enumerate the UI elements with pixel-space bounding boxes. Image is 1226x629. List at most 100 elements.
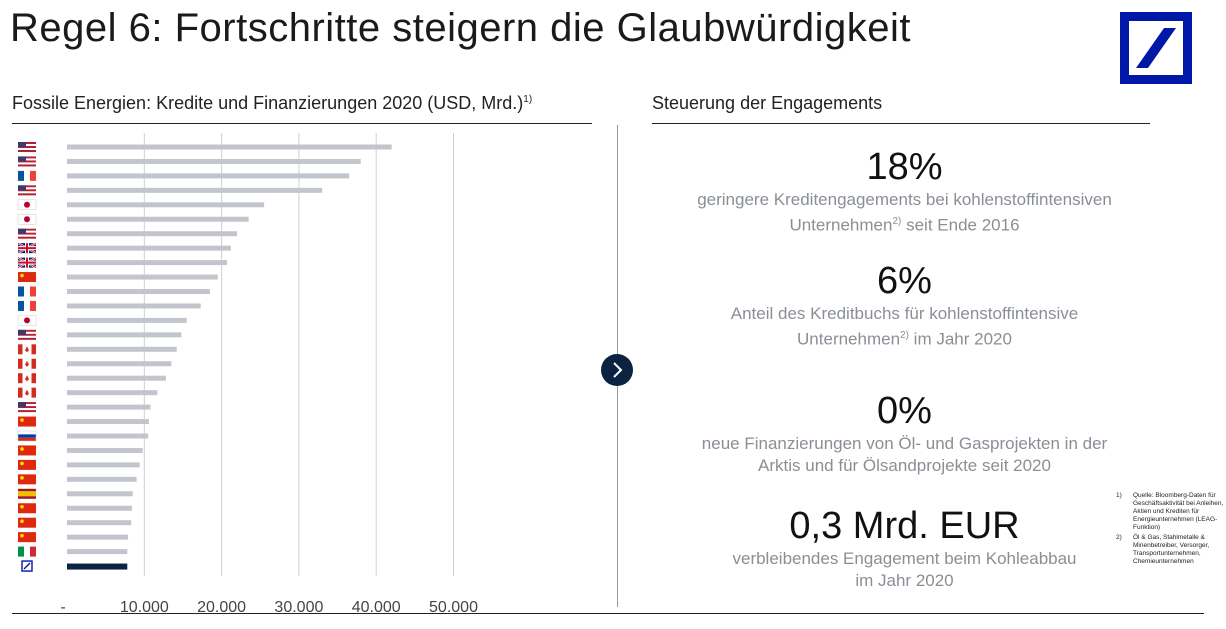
x-tick-label: - — [60, 599, 65, 615]
x-tick-label: 10.000 — [120, 599, 169, 615]
bar — [67, 158, 361, 164]
bar — [67, 245, 231, 251]
stat-desc-line1: geringere Kreditengagements bei kohlenst… — [697, 190, 1112, 209]
page-title: Regel 6: Fortschritte steigern die Glaub… — [10, 6, 911, 50]
x-tick-label: 20.000 — [197, 599, 246, 615]
stat-value: 0% — [877, 390, 932, 432]
stat-desc-line2-rest: seit Ende 2016 — [901, 215, 1020, 235]
bar — [67, 346, 177, 352]
stat-description: neue Finanzierungen von Öl- und Gasproje… — [652, 433, 1157, 477]
stat-desc-line2-rest: im Jahr 2020 — [908, 329, 1012, 349]
flag-ca-icon — [18, 387, 36, 398]
bar — [67, 260, 228, 266]
bar — [67, 549, 128, 555]
bar — [67, 144, 392, 150]
flag-cn-icon — [18, 445, 36, 456]
flag-fr-icon — [18, 170, 36, 181]
flag-us-icon — [18, 142, 36, 152]
stat-block-1: 18% geringere Kreditengagements bei kohl… — [652, 145, 1157, 237]
stat-description: verbleibendes Engagement beim Kohleabbau… — [652, 548, 1157, 592]
flag-cn-icon — [18, 503, 36, 514]
stat-desc-line2: Unternehmen — [797, 329, 901, 349]
chart-title-text: Fossile Energien: Kredite und Finanzieru… — [12, 93, 524, 113]
flag-cn-icon — [18, 517, 36, 528]
stat-description: Anteil des Kreditbuchs für kohlenstoffin… — [652, 303, 1157, 351]
bar — [67, 332, 182, 338]
bar — [67, 462, 140, 468]
stat-desc-line2: Unternehmen — [789, 215, 893, 235]
footnote-number: 1) — [1116, 492, 1122, 499]
bar — [67, 520, 132, 526]
footnotes: 1) Quelle: Bloomberg-Daten für Geschäfts… — [1116, 492, 1224, 568]
flag-us-icon — [18, 185, 36, 196]
flag-us-icon — [18, 228, 36, 239]
stat-description: geringere Kreditengagements bei kohlenst… — [652, 189, 1157, 237]
stat-desc-footnote: 2) — [892, 216, 902, 227]
stat-desc-line1: verbleibendes Engagement beim Kohleabbau — [732, 549, 1077, 568]
bar — [67, 317, 187, 323]
footnote-2: 2) Öl & Gas, Stahlmetalle & Minenbetreib… — [1116, 534, 1224, 566]
bar — [67, 419, 149, 425]
bar — [67, 173, 350, 179]
next-button[interactable] — [601, 354, 633, 386]
bar — [67, 433, 149, 439]
stat-desc-line2: im Jahr 2020 — [855, 571, 954, 590]
flag-es-icon — [18, 488, 36, 499]
footnote-text: Öl & Gas, Stahlmetalle & Minenbetreiber,… — [1133, 534, 1210, 565]
bar — [67, 375, 166, 381]
chart-section-title: Fossile Energien: Kredite und Finanzieru… — [12, 93, 532, 114]
chart-title-footnote: 1) — [523, 94, 533, 105]
x-tick-label: 50.000 — [429, 599, 478, 615]
flag-it-icon — [18, 546, 36, 557]
bar — [67, 202, 265, 208]
flag-us-icon — [18, 402, 36, 413]
flag-us-icon — [18, 156, 36, 167]
chart-title-rule — [12, 123, 592, 124]
bar — [67, 404, 151, 410]
bar — [67, 491, 133, 497]
flag-ca-icon — [18, 373, 36, 384]
stat-block-4: 0,3 Mrd. EUR verbleibendes Engagement be… — [652, 504, 1157, 592]
stat-desc-footnote: 2) — [900, 330, 909, 341]
x-tick-label: 40.000 — [352, 599, 401, 615]
flag-ca-icon — [18, 344, 36, 355]
bar — [67, 274, 218, 280]
bar — [67, 534, 129, 540]
bar — [67, 289, 211, 294]
stat-value: 18% — [866, 146, 943, 188]
bottom-rule — [12, 613, 1204, 614]
flag-ca-icon — [18, 358, 36, 369]
bar — [67, 216, 249, 222]
stat-desc-line1: Anteil des Kreditbuchs für kohlenstoffin… — [730, 304, 1079, 323]
bar — [67, 361, 172, 367]
footnote-number: 2) — [1116, 534, 1122, 541]
flag-cn-icon — [18, 459, 36, 470]
footnote-text: Quelle: Bloomberg-Daten für Geschäftsakt… — [1133, 492, 1224, 531]
flag-cn-icon — [18, 532, 36, 543]
flag-jp-icon — [17, 214, 37, 225]
bar — [67, 476, 137, 482]
chevron-right-icon — [613, 362, 623, 378]
flag-jp-icon — [17, 315, 37, 326]
flag-fr-icon — [18, 286, 36, 297]
bar — [67, 231, 238, 237]
footnote-1: 1) Quelle: Bloomberg-Daten für Geschäfts… — [1116, 492, 1224, 532]
engagement-section-title: Steuerung der Engagements — [652, 93, 883, 113]
flag-ru-icon — [17, 430, 37, 442]
flag-jp-icon — [17, 199, 37, 211]
stat-value: 6% — [877, 260, 932, 302]
flag-fr-icon — [18, 300, 36, 311]
bar-chart: - 10.000 20.000 30.000 40.000 50.000 — [17, 133, 478, 615]
engagement-title-rule — [652, 123, 1150, 124]
stat-block-3: 0% neue Finanzierungen von Öl- und Gaspr… — [652, 389, 1157, 477]
flag-cn-icon — [18, 272, 36, 283]
bar — [67, 187, 323, 193]
slash-icon — [1136, 28, 1176, 68]
flag-gb-icon — [17, 256, 37, 269]
bar — [67, 390, 158, 396]
flag-gb-icon — [17, 242, 37, 255]
stat-desc-line1: neue Finanzierungen von Öl- und Gasproje… — [701, 434, 1108, 453]
bar — [67, 505, 132, 511]
stat-block-2: 6% Anteil des Kreditbuchs für kohlenstof… — [652, 259, 1157, 351]
x-tick-label: 30.000 — [274, 599, 323, 615]
